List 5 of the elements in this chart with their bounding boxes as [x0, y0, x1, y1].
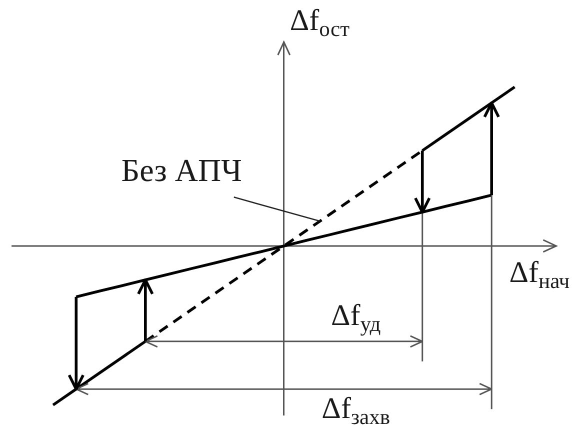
x-axis-title: Δf$_{нач}$	[509, 256, 570, 294]
text: Без АПЧ	[121, 152, 242, 190]
annotation: Δf$_{уд}$	[331, 299, 381, 336]
y-axis-title: Δf$_{ост}$	[290, 4, 350, 42]
annotation: Δf$_{захв}$	[322, 392, 390, 426]
